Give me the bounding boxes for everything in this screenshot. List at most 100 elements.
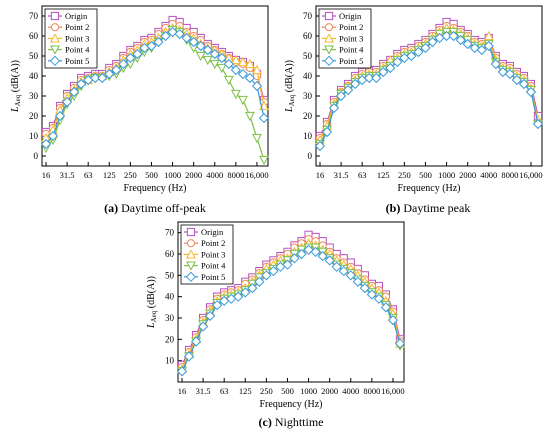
data-point xyxy=(314,140,326,152)
plot-frame xyxy=(41,5,269,167)
y-tick-label: 60 xyxy=(165,249,175,259)
data-point xyxy=(205,310,216,321)
x-tick-label: 2000 xyxy=(459,170,476,180)
data-point xyxy=(392,56,403,68)
data-point xyxy=(335,90,347,102)
y-axis-label-unit: (dB(A)) xyxy=(10,60,21,95)
y-axis-label-subscript: Aeq xyxy=(14,94,22,106)
data-point xyxy=(146,40,157,52)
data-point xyxy=(483,40,494,52)
x-tick-label: 500 xyxy=(281,386,294,396)
x-tick-label: 31.5 xyxy=(196,386,211,396)
legend-label: Origin xyxy=(65,11,88,21)
data-point xyxy=(195,40,206,52)
legend-label: Point 5 xyxy=(65,56,89,66)
legend-label: Point 2 xyxy=(339,22,363,32)
legend-label: Point 4 xyxy=(339,45,364,55)
data-point xyxy=(420,42,431,54)
data-point xyxy=(202,44,213,56)
legend-marker xyxy=(186,249,196,259)
y-axis-label-symbol: L xyxy=(146,322,157,329)
series-point-5 xyxy=(314,30,544,152)
data-point xyxy=(160,30,171,42)
data-point xyxy=(61,96,73,108)
y-tick-label: 40 xyxy=(303,71,313,81)
data-point xyxy=(47,130,59,142)
panel-caption: (b) Daytime peak xyxy=(386,201,471,215)
series-point-5 xyxy=(176,244,406,377)
legend-marker xyxy=(50,45,60,55)
x-tick-label: 16,000 xyxy=(381,386,404,396)
x-tick-label: 63 xyxy=(358,170,367,180)
legend-label: Origin xyxy=(339,11,362,21)
data-point xyxy=(174,28,185,40)
x-tick-label: 4000 xyxy=(206,170,223,180)
panel-caption-text: Daytime off-peak xyxy=(118,201,206,215)
y-tick-label: 30 xyxy=(29,91,39,101)
x-tick-label: 63 xyxy=(84,170,93,180)
legend-label: Point 5 xyxy=(201,272,225,282)
data-point xyxy=(183,351,195,362)
legend-marker xyxy=(324,11,334,21)
data-point xyxy=(190,336,202,347)
legend-label: Point 3 xyxy=(339,33,363,43)
data-point xyxy=(455,34,466,46)
data-point xyxy=(371,72,382,84)
x-tick-label: 1000 xyxy=(300,386,317,396)
y-tick-label: 70 xyxy=(303,11,313,21)
y-tick-label: 40 xyxy=(29,71,39,81)
data-point xyxy=(237,95,248,106)
y-tick-label: 30 xyxy=(303,91,313,101)
legend-marker xyxy=(50,23,60,32)
data-point xyxy=(378,66,389,78)
y-tick-label: 10 xyxy=(165,356,175,366)
panel-caption-label: (a) xyxy=(104,201,118,215)
y-tick-label: 60 xyxy=(29,31,39,41)
y-tick-label: 70 xyxy=(29,11,39,21)
y-axis-label: LAeq (dB(A)) xyxy=(10,60,22,113)
x-axis-label: Frequency (Hz) xyxy=(259,399,322,410)
data-point xyxy=(380,302,392,313)
y-tick-label: 10 xyxy=(303,131,313,141)
data-point xyxy=(202,55,213,66)
y-tick-label: 50 xyxy=(29,51,39,61)
x-tick-label: 16 xyxy=(42,170,51,180)
legend-marker xyxy=(186,239,196,248)
plot-frame xyxy=(177,221,405,383)
data-point xyxy=(118,58,129,70)
data-point xyxy=(259,155,269,166)
data-point xyxy=(209,59,220,70)
plot-frame xyxy=(315,5,543,167)
panel-caption: (a) Daytime off-peak xyxy=(104,201,206,215)
x-tick-label: 250 xyxy=(260,386,273,396)
x-tick-label: 500 xyxy=(419,170,432,180)
x-tick-label: 16 xyxy=(178,386,187,396)
data-point xyxy=(209,48,220,60)
x-tick-label: 31.5 xyxy=(60,170,75,180)
x-tick-label: 8000 xyxy=(501,170,518,180)
x-tick-label: 2000 xyxy=(185,170,202,180)
data-point xyxy=(216,63,227,74)
data-point xyxy=(504,68,515,80)
legend-label: Point 2 xyxy=(65,22,89,32)
y-tick-label: 20 xyxy=(29,111,39,121)
y-tick-label: 70 xyxy=(165,228,175,238)
data-point xyxy=(338,265,349,277)
legend-marker xyxy=(185,271,197,282)
legend-label: Origin xyxy=(201,227,224,237)
x-tick-label: 8000 xyxy=(227,170,244,180)
data-point xyxy=(258,112,270,124)
data-point xyxy=(54,110,66,122)
data-point xyxy=(511,74,523,86)
data-point xyxy=(441,30,452,42)
data-point xyxy=(331,261,342,272)
x-tick-label: 16,000 xyxy=(245,170,268,180)
data-point xyxy=(230,89,241,100)
data-point xyxy=(230,64,241,76)
data-point xyxy=(350,78,361,90)
data-point xyxy=(237,68,249,80)
data-point xyxy=(251,80,263,92)
